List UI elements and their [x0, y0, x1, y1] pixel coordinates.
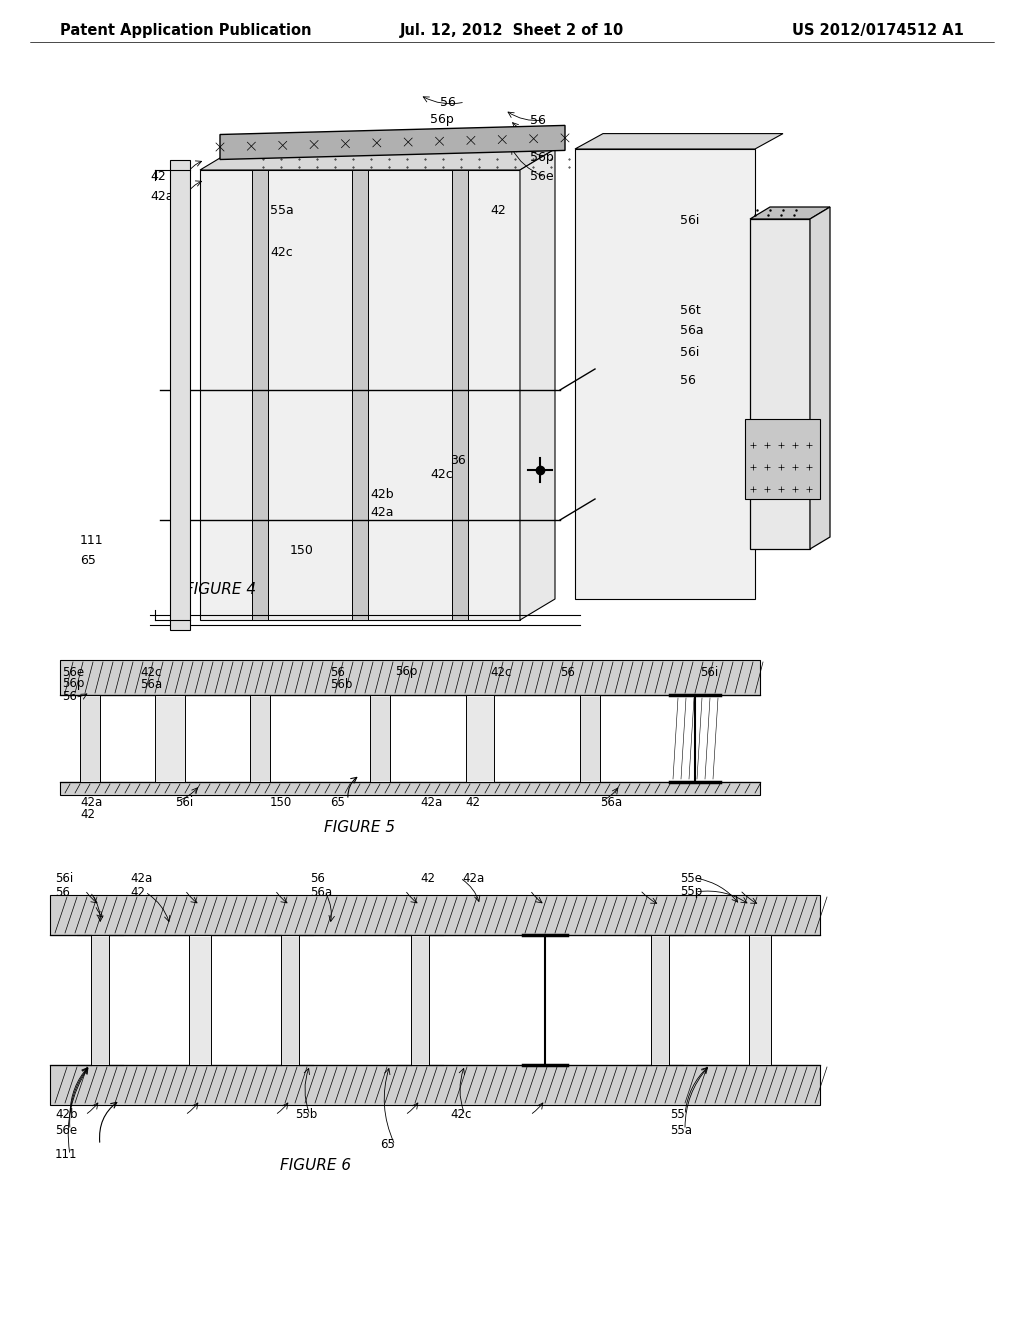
Text: 42c: 42c: [430, 469, 453, 482]
Text: 111: 111: [55, 1148, 78, 1162]
Polygon shape: [60, 660, 760, 696]
Text: 42a: 42a: [130, 871, 153, 884]
Text: 56p: 56p: [62, 677, 84, 690]
Text: 42c: 42c: [140, 665, 162, 678]
Polygon shape: [651, 935, 669, 1065]
Text: 111: 111: [80, 533, 103, 546]
Polygon shape: [60, 781, 760, 795]
Text: 42: 42: [465, 796, 480, 808]
Text: 56p: 56p: [530, 150, 554, 164]
Text: 42a: 42a: [150, 190, 173, 203]
Text: 56i: 56i: [55, 871, 74, 884]
Polygon shape: [200, 170, 520, 620]
Text: 42b: 42b: [370, 488, 393, 502]
Polygon shape: [745, 418, 820, 499]
Polygon shape: [50, 1065, 820, 1105]
Polygon shape: [750, 207, 830, 219]
Text: 42: 42: [80, 808, 95, 821]
Text: 56: 56: [530, 114, 546, 127]
Polygon shape: [520, 149, 555, 620]
Text: 56b: 56b: [530, 131, 554, 144]
Text: 42: 42: [420, 871, 435, 884]
Polygon shape: [281, 935, 299, 1065]
Polygon shape: [452, 170, 468, 620]
Text: 56e: 56e: [530, 170, 554, 183]
Text: 56e: 56e: [62, 665, 84, 678]
Text: 42: 42: [490, 203, 506, 216]
Polygon shape: [352, 170, 368, 620]
Polygon shape: [810, 207, 830, 549]
Text: 56: 56: [55, 886, 70, 899]
Text: FIGURE 4: FIGURE 4: [185, 582, 256, 598]
Polygon shape: [252, 170, 268, 620]
Text: 56b: 56b: [330, 677, 352, 690]
Text: 65: 65: [380, 1138, 395, 1151]
Text: 56a: 56a: [140, 677, 162, 690]
Text: 42: 42: [130, 886, 145, 899]
Text: 56t: 56t: [680, 304, 700, 317]
Text: 56a: 56a: [310, 886, 332, 899]
Polygon shape: [200, 149, 555, 170]
Text: 56: 56: [560, 665, 574, 678]
Text: 56: 56: [680, 374, 696, 387]
Text: 42a: 42a: [370, 506, 393, 519]
Text: 56: 56: [62, 690, 77, 704]
Text: 56e: 56e: [55, 1123, 77, 1137]
Text: 56i: 56i: [680, 346, 699, 359]
Text: 55a: 55a: [670, 1123, 692, 1137]
Text: 55p: 55p: [680, 886, 702, 899]
Text: 150: 150: [290, 544, 314, 557]
Text: 56p: 56p: [395, 665, 418, 678]
Polygon shape: [91, 935, 109, 1065]
Text: 56: 56: [330, 665, 345, 678]
Text: 55a: 55a: [270, 203, 294, 216]
Text: 42c: 42c: [270, 246, 293, 259]
Text: 56a: 56a: [680, 323, 703, 337]
Polygon shape: [189, 935, 211, 1065]
Text: 42c: 42c: [490, 665, 511, 678]
Text: 56: 56: [310, 871, 325, 884]
Polygon shape: [466, 696, 494, 781]
Polygon shape: [370, 696, 390, 781]
Text: FIGURE 5: FIGURE 5: [325, 820, 395, 834]
Polygon shape: [170, 160, 190, 630]
Text: 36: 36: [450, 454, 466, 466]
Text: 56i: 56i: [700, 665, 718, 678]
Text: US 2012/0174512 A1: US 2012/0174512 A1: [793, 22, 964, 37]
Text: 42b: 42b: [55, 1109, 78, 1122]
Text: 56p: 56p: [430, 114, 454, 127]
Text: Patent Application Publication: Patent Application Publication: [60, 22, 311, 37]
Text: Jul. 12, 2012  Sheet 2 of 10: Jul. 12, 2012 Sheet 2 of 10: [400, 22, 624, 37]
Text: 55b: 55b: [295, 1109, 317, 1122]
Polygon shape: [575, 149, 755, 599]
Text: 56i: 56i: [175, 796, 194, 808]
Polygon shape: [580, 696, 600, 781]
Text: 42a: 42a: [462, 871, 484, 884]
Text: 42: 42: [150, 170, 166, 183]
Polygon shape: [220, 125, 565, 160]
Text: 56a: 56a: [600, 796, 623, 808]
Text: 56: 56: [440, 95, 456, 108]
Text: 42a: 42a: [420, 796, 442, 808]
Text: 42a: 42a: [80, 796, 102, 808]
Text: 150: 150: [270, 796, 292, 808]
Text: 65: 65: [330, 796, 345, 808]
Polygon shape: [50, 895, 820, 935]
Text: 55e: 55e: [680, 871, 702, 884]
Polygon shape: [155, 696, 185, 781]
Polygon shape: [575, 133, 783, 149]
Polygon shape: [250, 696, 270, 781]
Text: 56i: 56i: [680, 214, 699, 227]
Text: 65: 65: [80, 553, 96, 566]
Text: 42c: 42c: [450, 1109, 471, 1122]
Polygon shape: [749, 935, 771, 1065]
Text: 55: 55: [670, 1109, 685, 1122]
Polygon shape: [80, 696, 100, 781]
Text: FIGURE 6: FIGURE 6: [280, 1158, 351, 1172]
Polygon shape: [750, 219, 810, 549]
Polygon shape: [411, 935, 429, 1065]
